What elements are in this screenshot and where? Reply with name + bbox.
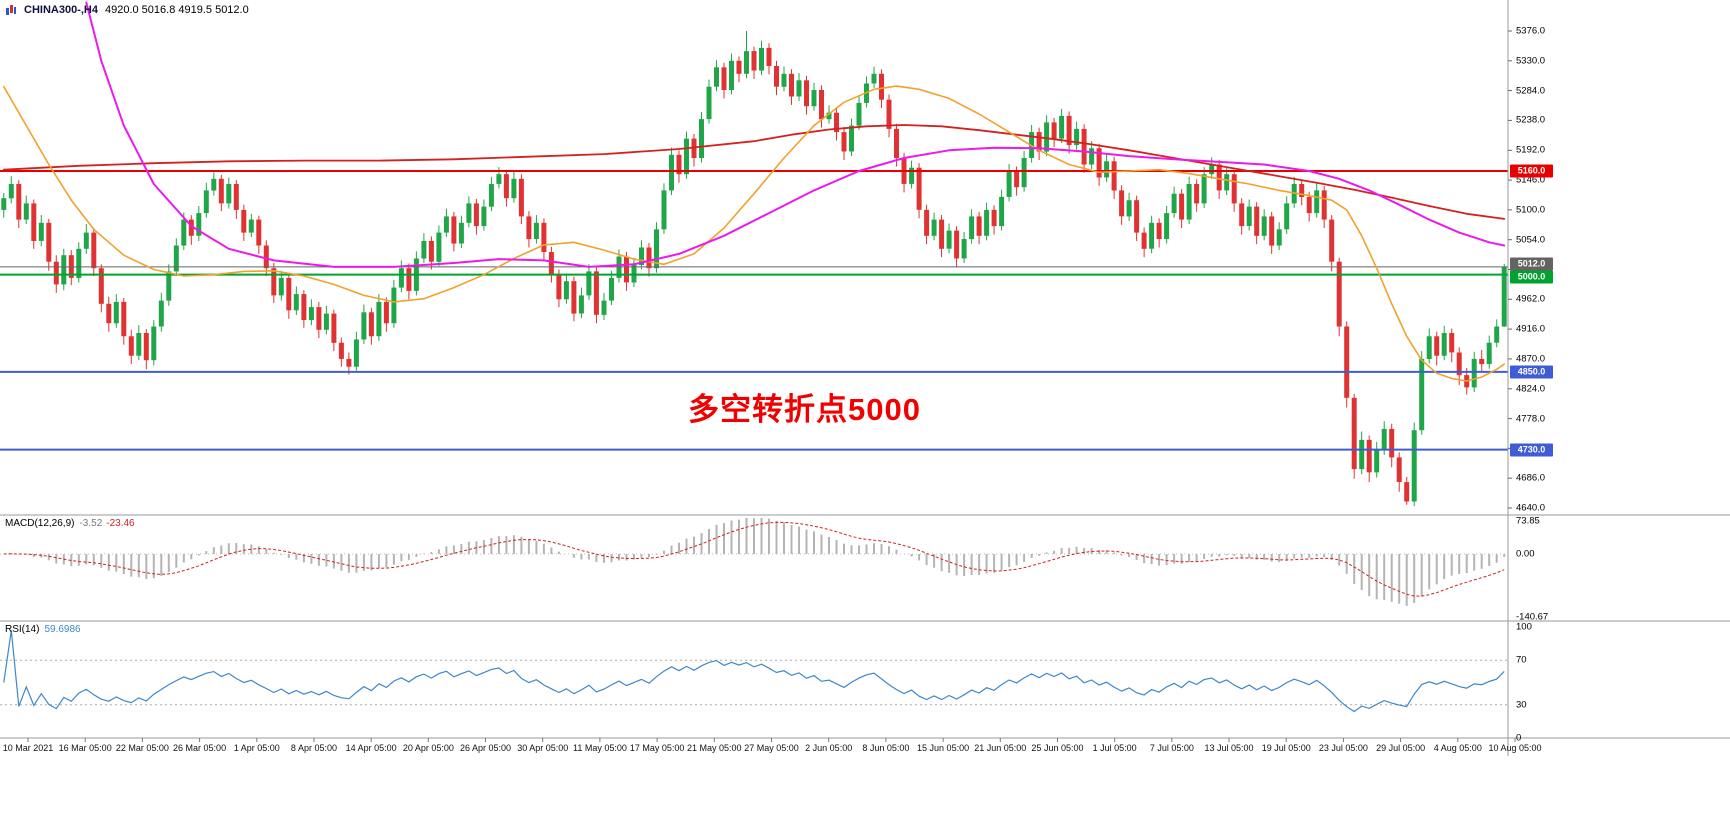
macd-indicator-label: MACD(12,26,9) -3.52 -23.46 (5, 518, 135, 529)
macd-signal-value: -23.46 (106, 518, 135, 529)
rsi-line (3, 630, 1505, 713)
rsi-value: 59.6986 (44, 624, 81, 635)
ma-fast-orange (2, 85, 1505, 382)
symbol-timeframe-title: CHINA300-,H4 (24, 4, 98, 16)
rsi-layer (0, 630, 1508, 713)
hlines-layer (0, 169, 1508, 451)
candles-layer (1, 31, 1507, 507)
macd-name: MACD(12,26,9) (5, 518, 75, 529)
rsi-indicator-label: RSI(14) 59.6986 (5, 624, 81, 635)
ma-slow-red (2, 124, 1506, 220)
macd-signal-line (3, 521, 1505, 597)
frame-layer (0, 0, 1730, 756)
rsi-name: RSI(14) (5, 624, 40, 635)
ohlc-readout: 4920.0 5016.8 4919.5 5012.0 (104, 4, 249, 16)
chart-header: CHINA300-,H4 4920.0 5016.8 4919.5 5012.0 (5, 4, 249, 16)
ma-mid-magenta (85, 1, 1506, 268)
trend-annotation-text: 多空转折点5000 (688, 392, 921, 427)
chart-icon (5, 4, 17, 16)
macd-layer (0, 518, 1508, 606)
macd-main-value: -3.52 (79, 518, 103, 529)
ma-overlays-layer (2, 1, 1506, 382)
